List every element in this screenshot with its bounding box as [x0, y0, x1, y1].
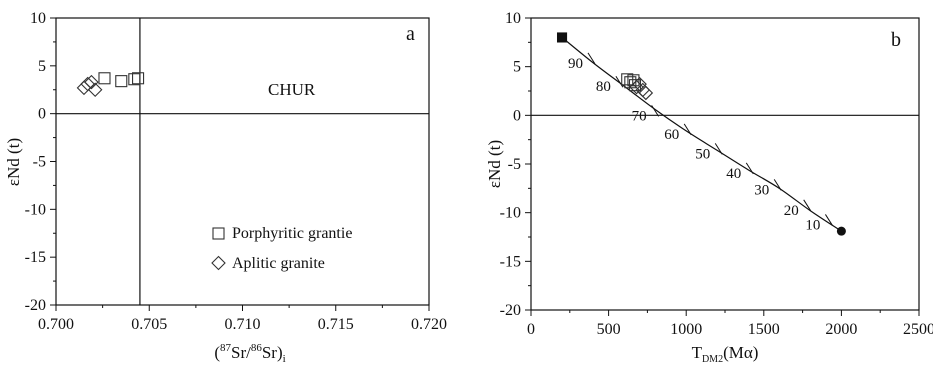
b-tick-labels: 0 500 1000 1500 2000 2500 -20 -15 -10 -5 0 5 10	[500, 10, 933, 338]
b-y-tick-label: 0	[513, 107, 521, 124]
a-legend-label-aplitic: Aplitic granite	[232, 255, 325, 272]
b-x-tick-label: 2000	[825, 321, 857, 338]
a-legend-square-marker	[212, 227, 225, 240]
a-diamond-point	[84, 74, 99, 90]
b-curve-graduation-label: 10	[805, 217, 820, 233]
b-curve-graduation-label: 50	[695, 146, 710, 162]
b-curve-graduation-tick	[773, 179, 782, 191]
b-diamond-point	[632, 76, 647, 92]
a-x-axis-label: (87Sr/86Sr)i	[214, 342, 285, 365]
b-diamond-point	[638, 85, 654, 101]
b-data-points	[621, 73, 654, 101]
a-legend: Porphyritic grantie Aplitic granite	[211, 225, 352, 272]
b-y-tick-label: 5	[513, 59, 521, 76]
a-y-tick-label: 10	[30, 10, 46, 27]
b-curve-graduation-label: 30	[754, 182, 769, 198]
b-curve-graduation-tick	[683, 123, 692, 136]
b-ticks	[525, 17, 920, 316]
a-y-tick-label: -10	[25, 201, 46, 218]
b-curve-graduation-tick	[615, 75, 624, 88]
b-y-tick-label: -20	[500, 302, 521, 319]
a-x-tick-label: 0.710	[225, 316, 261, 333]
b-square-point	[627, 74, 640, 87]
a-diamond-point	[87, 82, 103, 98]
a-x-tick-label: 0.715	[318, 316, 354, 333]
a-diamond-point	[80, 76, 95, 92]
b-x-axis-label: TDM2(Mα)	[692, 343, 759, 365]
b-curve-graduation-tick	[651, 105, 660, 117]
b-curve-line	[561, 37, 842, 232]
b-y-tick-label: -5	[508, 156, 521, 173]
a-panel-letter: a	[406, 23, 415, 45]
a-legend-diamond-marker	[211, 255, 226, 271]
a-y-tick-label: -20	[25, 297, 46, 314]
a-data-points	[76, 72, 145, 98]
a-x-tick-label: 0.700	[38, 316, 74, 333]
a-x-tick-label: 0.705	[131, 316, 167, 333]
b-curve-graduation-tick	[825, 214, 833, 226]
b-panel-letter: b	[891, 29, 901, 51]
b-x-tick-label: 1000	[670, 321, 702, 338]
a-y-tick-label: -15	[25, 249, 46, 266]
a-reference-lines	[56, 18, 429, 305]
b-curve-graduation-tick	[803, 199, 812, 212]
a-square-point	[132, 72, 145, 85]
b-curve-graduation-label: 40	[726, 166, 741, 182]
a-chur-annotation: CHUR	[268, 80, 316, 99]
a-legend-label-porphyritic: Porphyritic grantie	[232, 225, 352, 242]
a-diamond-point	[76, 80, 92, 96]
b-y-tick-label: -10	[500, 205, 521, 222]
a-y-axis-label: εNd (t)	[4, 138, 23, 186]
b-curve-graduation-label: 60	[664, 127, 679, 143]
panel-a: 0.700 0.705 0.710 0.715 0.720 -20 -15 -10 -5 0 5 10…	[4, 10, 447, 365]
b-x-tick-label: 1500	[748, 321, 780, 338]
a-square-point	[128, 73, 141, 86]
b-plot-frame	[530, 17, 920, 311]
a-square-point	[115, 75, 128, 88]
a-y-tick-label: 0	[38, 106, 46, 123]
b-y-tick-label: 10	[505, 10, 521, 27]
b-curve-graduation-label: 80	[596, 79, 611, 95]
a-plot-frame	[55, 17, 430, 306]
b-curve-graduation-label: 70	[632, 108, 647, 124]
b-curve-graduation-label: 90	[568, 56, 583, 72]
b-x-tick-label: 500	[597, 321, 621, 338]
b-curve-graduation-tick	[745, 162, 754, 175]
b-curve-end-marker	[836, 226, 846, 236]
b-curve-graduation-tick	[714, 143, 723, 155]
b-x-tick-label: 2500	[903, 321, 933, 338]
b-y-tick-label: -15	[500, 253, 521, 270]
b-curve-graduation-label: 20	[784, 203, 799, 219]
b-mixing-curve: 90 80 70 60 50 40 30 20 10	[556, 32, 846, 236]
b-curve-start-marker	[556, 32, 568, 43]
b-y-axis-label: εNd (t)	[485, 140, 504, 188]
a-tick-labels: 0.700 0.705 0.710 0.715 0.720 -20 -15 -10 -5 0 5 10	[25, 10, 447, 333]
b-curve-graduation-tick	[587, 52, 596, 65]
a-y-tick-label: -5	[33, 154, 46, 171]
a-x-tick-label: 0.720	[411, 316, 447, 333]
a-y-tick-label: 5	[38, 58, 46, 75]
a-square-point	[98, 72, 111, 85]
b-x-tick-label: 0	[527, 321, 535, 338]
